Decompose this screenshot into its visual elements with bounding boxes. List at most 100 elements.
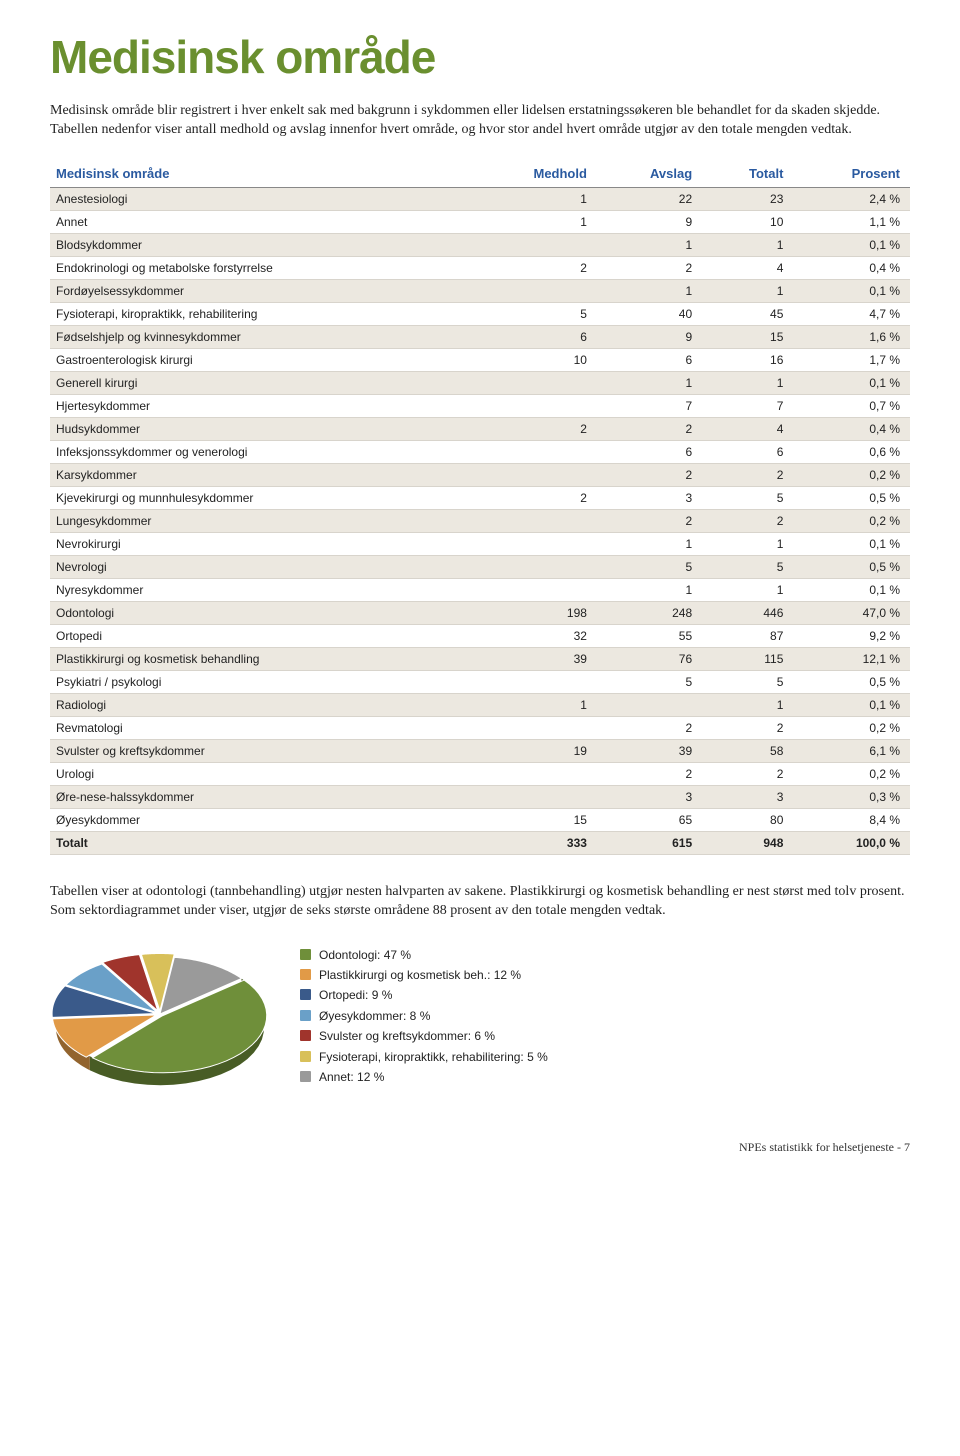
- table-cell: 1: [702, 279, 793, 302]
- table-cell: 1: [702, 578, 793, 601]
- table-row: Blodsykdommer110,1 %: [50, 233, 910, 256]
- table-cell: Fysioterapi, kiropraktikk, rehabiliterin…: [50, 302, 471, 325]
- table-cell: Urologi: [50, 762, 471, 785]
- table-cell: 40: [597, 302, 702, 325]
- table-cell: [471, 440, 597, 463]
- table-cell: 1: [702, 532, 793, 555]
- table-header-cell: Avslag: [597, 160, 702, 188]
- table-cell: 0,5 %: [793, 555, 910, 578]
- table-cell: [471, 279, 597, 302]
- table-cell: 12,1 %: [793, 647, 910, 670]
- table-row: Generell kirurgi110,1 %: [50, 371, 910, 394]
- table-cell: 6: [597, 440, 702, 463]
- table-cell: 0,4 %: [793, 256, 910, 279]
- table-cell: [471, 233, 597, 256]
- table-cell: Lungesykdommer: [50, 509, 471, 532]
- table-cell: 333: [471, 831, 597, 854]
- table-row: Svulster og kreftsykdommer1939586,1 %: [50, 739, 910, 762]
- table-row: Psykiatri / psykologi550,5 %: [50, 670, 910, 693]
- table-cell: 15: [702, 325, 793, 348]
- table-total-row: Totalt333615948100,0 %: [50, 831, 910, 854]
- table-cell: Generell kirurgi: [50, 371, 471, 394]
- table-cell: [471, 394, 597, 417]
- table-cell: 32: [471, 624, 597, 647]
- table-cell: 65: [597, 808, 702, 831]
- table-cell: 87: [702, 624, 793, 647]
- table-cell: 6,1 %: [793, 739, 910, 762]
- table-cell: 76: [597, 647, 702, 670]
- table-row: Plastikkirurgi og kosmetisk behandling39…: [50, 647, 910, 670]
- table-cell: 1: [702, 693, 793, 716]
- table-cell: 9: [597, 210, 702, 233]
- table-row: Endokrinologi og metabolske forstyrrelse…: [50, 256, 910, 279]
- table-cell: 615: [597, 831, 702, 854]
- table-cell: Odontologi: [50, 601, 471, 624]
- table-cell: 9: [597, 325, 702, 348]
- table-cell: Totalt: [50, 831, 471, 854]
- table-cell: 80: [702, 808, 793, 831]
- table-row: Nevrologi550,5 %: [50, 555, 910, 578]
- table-cell: 1,7 %: [793, 348, 910, 371]
- table-cell: 2: [702, 463, 793, 486]
- pie-chart: [50, 945, 270, 1100]
- table-header-cell: Medisinsk område: [50, 160, 471, 188]
- table-cell: 2: [702, 509, 793, 532]
- table-cell: 0,6 %: [793, 440, 910, 463]
- table-cell: 19: [471, 739, 597, 762]
- table-cell: 6: [702, 440, 793, 463]
- table-cell: 58: [702, 739, 793, 762]
- table-cell: 8,4 %: [793, 808, 910, 831]
- table-cell: 3: [597, 785, 702, 808]
- legend-item: Fysioterapi, kiropraktikk, rehabiliterin…: [300, 1047, 548, 1067]
- table-cell: 4: [702, 256, 793, 279]
- legend-swatch: [300, 1030, 311, 1041]
- chart-section: Odontologi: 47 %Plastikkirurgi og kosmet…: [50, 945, 910, 1100]
- table-cell: 0,5 %: [793, 486, 910, 509]
- legend-swatch: [300, 1071, 311, 1082]
- table-cell: 6: [471, 325, 597, 348]
- table-cell: 22: [597, 187, 702, 210]
- table-cell: 39: [471, 647, 597, 670]
- table-row: Kjevekirurgi og munnhulesykdommer2350,5 …: [50, 486, 910, 509]
- table-header-cell: Totalt: [702, 160, 793, 188]
- table-cell: Anestesiologi: [50, 187, 471, 210]
- table-cell: 2: [597, 716, 702, 739]
- table-cell: Ortopedi: [50, 624, 471, 647]
- table-cell: 3: [597, 486, 702, 509]
- table-row: Annet19101,1 %: [50, 210, 910, 233]
- table-cell: [471, 762, 597, 785]
- body-paragraph: Tabellen viser at odontologi (tannbehand…: [50, 883, 910, 921]
- table-cell: Hjertesykdommer: [50, 394, 471, 417]
- table-cell: 1,1 %: [793, 210, 910, 233]
- table-cell: [471, 532, 597, 555]
- table-row: Infeksjonssykdommer og venerologi660,6 %: [50, 440, 910, 463]
- table-cell: [471, 555, 597, 578]
- table-row: Revmatologi220,2 %: [50, 716, 910, 739]
- table-row: Gastroenterologisk kirurgi106161,7 %: [50, 348, 910, 371]
- table-cell: 16: [702, 348, 793, 371]
- table-cell: 2: [471, 486, 597, 509]
- table-cell: 1: [702, 371, 793, 394]
- table-cell: Nevrokirurgi: [50, 532, 471, 555]
- table-header-cell: Medhold: [471, 160, 597, 188]
- table-cell: 2: [471, 256, 597, 279]
- table-cell: 948: [702, 831, 793, 854]
- table-cell: Øre-nese-halssykdommer: [50, 785, 471, 808]
- table-row: Fordøyelsessykdommer110,1 %: [50, 279, 910, 302]
- table-cell: 1: [597, 233, 702, 256]
- table-cell: [471, 463, 597, 486]
- table-row: Lungesykdommer220,2 %: [50, 509, 910, 532]
- table-cell: 2: [597, 463, 702, 486]
- table-cell: 5: [597, 670, 702, 693]
- table-cell: Nevrologi: [50, 555, 471, 578]
- table-cell: 0,1 %: [793, 371, 910, 394]
- table-header-cell: Prosent: [793, 160, 910, 188]
- table-cell: 0,5 %: [793, 670, 910, 693]
- legend-item: Plastikkirurgi og kosmetisk beh.: 12 %: [300, 965, 548, 985]
- table-cell: 0,2 %: [793, 463, 910, 486]
- table-row: Karsykdommer220,2 %: [50, 463, 910, 486]
- table-cell: 1: [597, 279, 702, 302]
- table-cell: 1,6 %: [793, 325, 910, 348]
- page-title: Medisinsk område: [50, 30, 910, 84]
- table-cell: 248: [597, 601, 702, 624]
